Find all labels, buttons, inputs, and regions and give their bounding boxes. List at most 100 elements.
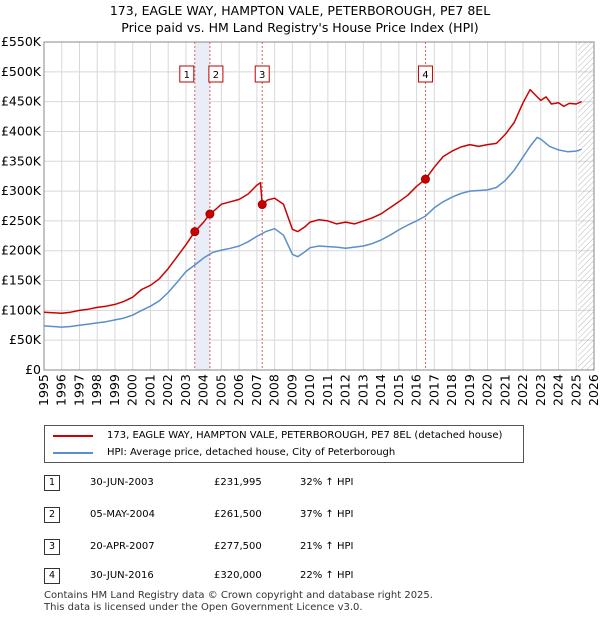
legend-line-hpi: [53, 451, 93, 454]
x-tick-label: 2004: [196, 374, 211, 406]
x-tick-label: 2001: [142, 374, 157, 406]
y-tick-label: £200K: [1, 243, 42, 258]
legend-label-hpi: HPI: Average price, detached house, City…: [107, 447, 396, 458]
x-tick-label: 2016: [409, 374, 424, 406]
x-tick-label: 2000: [125, 374, 140, 406]
y-tick-label: £100K: [1, 302, 42, 317]
transaction-hpi-diff: 22% ↑ HPI: [300, 570, 354, 581]
x-tick-label: 2024: [551, 374, 566, 406]
chart-subtitle: Price paid vs. HM Land Registry's House …: [121, 20, 479, 35]
sale-label-frame: [254, 65, 270, 83]
x-tick-label: 2011: [320, 374, 335, 406]
x-tick-label: 1997: [71, 374, 86, 406]
x-tick-label: 1999: [107, 374, 122, 406]
transaction-row: 1 30-JUN-2003 £231,995 32% ↑ HPI: [44, 473, 564, 493]
x-tick-label: 2014: [373, 374, 388, 406]
sale-label-frame: [417, 65, 433, 83]
sale-point: [205, 209, 215, 219]
grid: [43, 41, 595, 371]
transaction-number: 4: [44, 568, 60, 584]
legend: 173, EAGLE WAY, HAMPTON VALE, PETERBOROU…: [44, 425, 524, 463]
legend-label-property: 173, EAGLE WAY, HAMPTON VALE, PETERBOROU…: [107, 430, 503, 441]
transaction-date: 05-MAY-2004: [90, 509, 156, 520]
x-tick-label: 2010: [302, 374, 317, 406]
y-tick-label: £0: [25, 362, 41, 377]
transaction-number: 3: [44, 539, 60, 555]
sale-label-frame: [179, 65, 195, 83]
y-tick-label: £500K: [1, 64, 42, 79]
x-tick-label: 2020: [480, 374, 495, 406]
transaction-row: 2 05-MAY-2004 £261,500 37% ↑ HPI: [44, 505, 564, 525]
x-tick-label: 2007: [249, 374, 264, 406]
x-tick-label: 2026: [586, 374, 600, 406]
x-tick-label: 1996: [54, 374, 69, 406]
x-tick-label: 2021: [497, 374, 512, 406]
sale-label-number: 2: [213, 70, 219, 81]
footer: Contains HM Land Registry data © Crown c…: [44, 590, 433, 613]
x-tick-label: 2017: [426, 374, 441, 406]
x-tick-label: 2018: [444, 374, 459, 406]
x-tick-label: 2006: [231, 374, 246, 406]
sale-markers: 1 2 3 4: [179, 65, 433, 237]
sale-label-frame: [208, 65, 224, 83]
y-tick-label: £400K: [1, 123, 42, 138]
transaction-hpi-diff: 21% ↑ HPI: [300, 541, 354, 552]
sale-label-box: 3: [254, 65, 270, 83]
x-tick-label: 1995: [36, 374, 51, 406]
x-tick-label: 2023: [533, 374, 548, 406]
transaction-number: 2: [44, 507, 60, 523]
transaction-row: 4 30-JUN-2016 £320,000 22% ↑ HPI: [44, 566, 564, 586]
x-tick-label: 2015: [391, 374, 406, 406]
x-tick-label: 2009: [284, 374, 299, 406]
sale-point: [257, 200, 267, 210]
y-tick-label: £550K: [1, 34, 42, 49]
transaction-date: 30-JUN-2016: [90, 570, 154, 581]
x-tick-label: 2008: [267, 374, 282, 406]
y-tick-label: £350K: [1, 153, 42, 168]
price-chart: £0 £50K £100K £150K £200K £250K £300K £350K £400…: [1, 34, 600, 406]
transaction-price: £231,995: [214, 477, 262, 488]
plot-frame: [43, 41, 595, 371]
footer-licence: This data is licensed under the Open Gov…: [44, 601, 363, 613]
legend-item-hpi: HPI: Average price, detached house, City…: [53, 444, 395, 461]
transaction-price: £277,500: [214, 541, 262, 552]
hpi-line: [43, 136, 582, 328]
y-tick-label: £150K: [1, 273, 42, 288]
transaction-price: £261,500: [214, 509, 262, 520]
sale-point: [420, 174, 430, 184]
x-tick-label: 2025: [568, 374, 583, 406]
y-tick-label: £250K: [1, 213, 42, 228]
transaction-number: 1: [44, 475, 60, 491]
plot-background: [44, 42, 594, 370]
sale-label-number: 3: [259, 70, 265, 81]
transaction-date: 30-JUN-2003: [90, 477, 154, 488]
sale-label-box: 1: [179, 65, 195, 83]
sale-label-box: 2: [208, 65, 224, 83]
series: [43, 88, 582, 328]
property-price-line: [43, 88, 582, 315]
transaction-hpi-diff: 37% ↑ HPI: [300, 509, 354, 520]
sale-band: [194, 42, 210, 370]
transaction-hpi-diff: 32% ↑ HPI: [300, 477, 354, 488]
chart-title: 173, EAGLE WAY, HAMPTON VALE, PETERBOROU…: [109, 3, 491, 18]
legend-item-property: 173, EAGLE WAY, HAMPTON VALE, PETERBOROU…: [53, 427, 502, 444]
axes: £0 £50K £100K £150K £200K £250K £300K £350K £400…: [1, 34, 600, 406]
x-tick-label: 2005: [213, 374, 228, 406]
legend-line-property: [53, 434, 93, 437]
x-tick-label: 2013: [355, 374, 370, 406]
y-tick-label: £300K: [1, 183, 42, 198]
y-tick-label: £450K: [1, 94, 42, 109]
footer-copyright: Contains HM Land Registry data © Crown c…: [44, 590, 433, 601]
sale-point: [190, 227, 200, 237]
projection-hatch: [578, 42, 594, 370]
sale-label-number: 4: [422, 70, 428, 81]
y-tick-label: £50K: [9, 332, 42, 347]
x-tick-label: 1998: [89, 374, 104, 406]
x-tick-label: 2022: [515, 374, 530, 406]
transaction-price: £320,000: [214, 570, 262, 581]
x-tick-label: 2003: [178, 374, 193, 406]
sale-label-box: 4: [417, 65, 433, 83]
transaction-row: 3 20-APR-2007 £277,500 21% ↑ HPI: [44, 537, 564, 557]
x-tick-label: 2019: [462, 374, 477, 406]
x-tick-label: 2012: [338, 374, 353, 406]
